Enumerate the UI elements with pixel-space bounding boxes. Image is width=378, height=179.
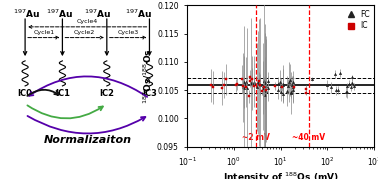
Text: Cycle3: Cycle3 (118, 30, 139, 35)
Text: IC0: IC0 (18, 90, 33, 98)
Text: IC1: IC1 (55, 90, 70, 98)
Text: IC3: IC3 (142, 90, 157, 98)
Text: $^{197}$Au: $^{197}$Au (84, 7, 111, 20)
Text: $^{197}$Au: $^{197}$Au (13, 7, 40, 20)
Text: ~2 mV: ~2 mV (242, 133, 270, 142)
Text: Cycle2: Cycle2 (74, 30, 95, 35)
Text: IC2: IC2 (99, 90, 114, 98)
Text: ~40 mV: ~40 mV (292, 133, 325, 142)
Text: $^{197}$Au: $^{197}$Au (46, 7, 73, 20)
Y-axis label: $^{187}$Os/$^{188}$Os: $^{187}$Os/$^{188}$Os (142, 48, 154, 104)
X-axis label: Intensity of $^{188}$Os (mV): Intensity of $^{188}$Os (mV) (223, 170, 339, 179)
Text: $^{197}$Au: $^{197}$Au (125, 7, 152, 20)
Legend: FC, IC: FC, IC (342, 9, 370, 31)
Text: Normalizaiton: Normalizaiton (43, 135, 131, 145)
Text: Cycle1: Cycle1 (33, 30, 54, 35)
Text: Cycle4: Cycle4 (77, 19, 98, 24)
